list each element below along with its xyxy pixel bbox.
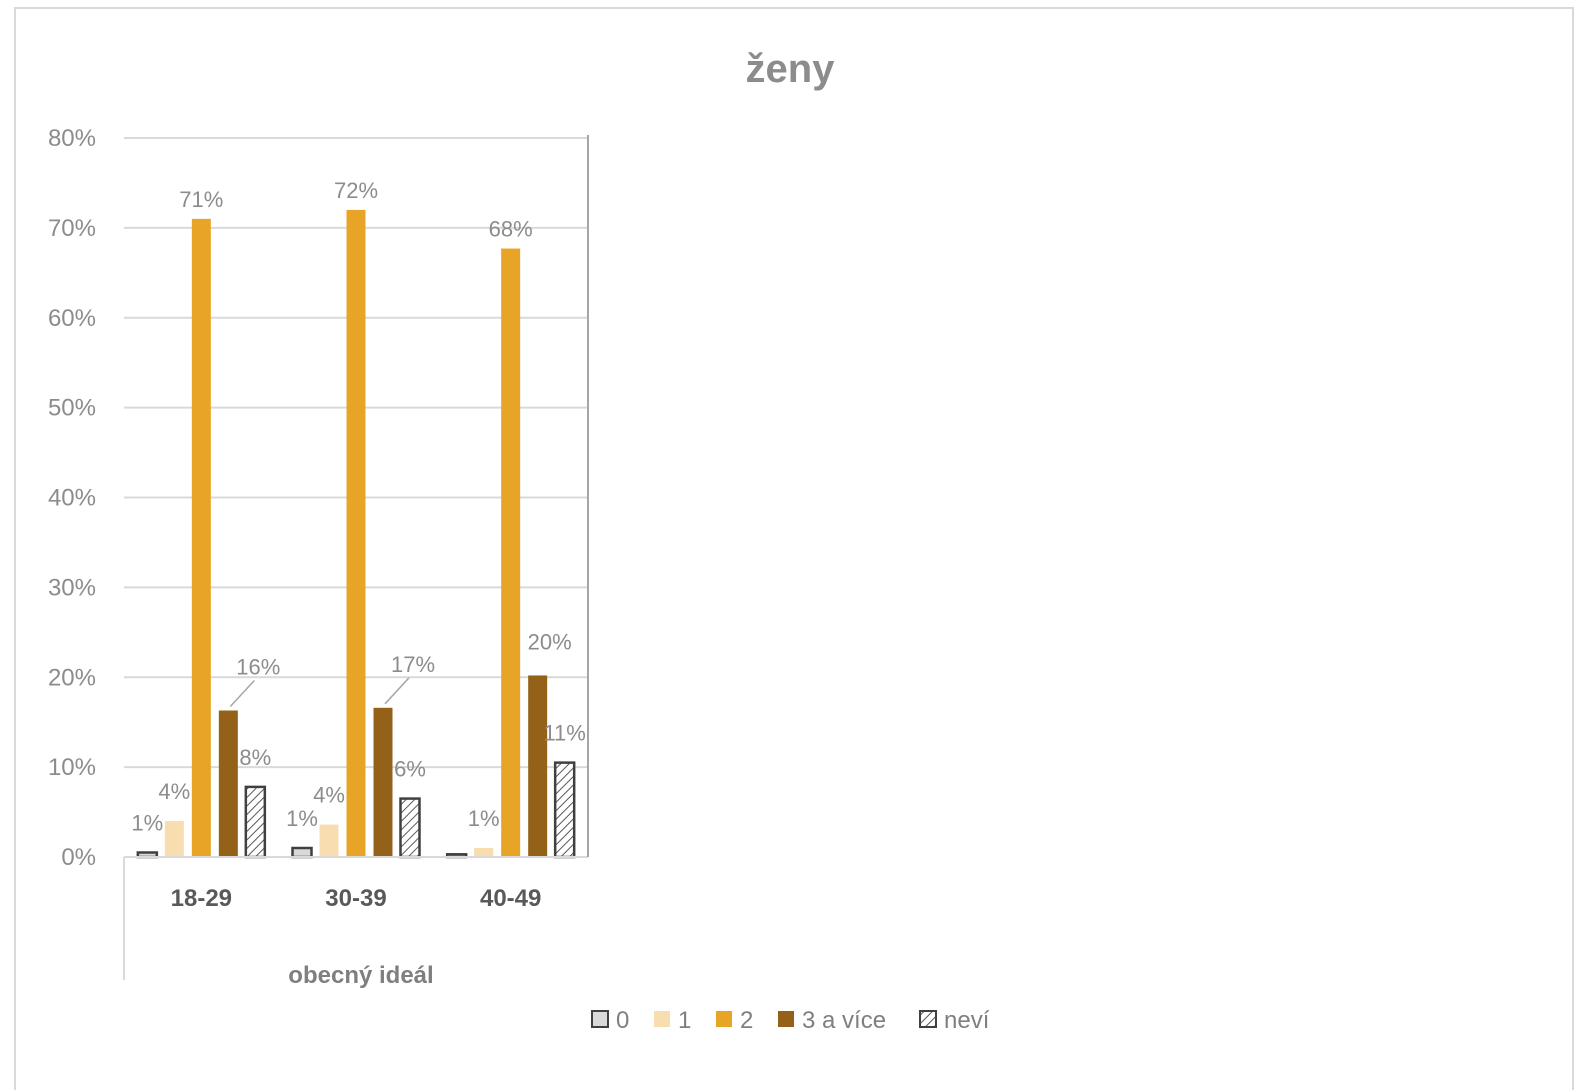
bar bbox=[218, 710, 238, 857]
data-label: 8% bbox=[239, 745, 271, 770]
data-label: 20% bbox=[528, 629, 572, 654]
data-labels: 1%4%71%16%8%1%4%72%17%6%1%68%20%11% bbox=[131, 178, 585, 836]
data-label: 6% bbox=[394, 757, 426, 782]
chart-title: ženy bbox=[746, 47, 836, 91]
leader-lines bbox=[229, 677, 410, 708]
x-axis bbox=[123, 135, 589, 980]
leader-line bbox=[384, 677, 410, 705]
legend-swatch bbox=[654, 1011, 670, 1027]
category-label: 18-29 bbox=[171, 885, 232, 912]
bar bbox=[399, 797, 421, 859]
bar bbox=[319, 824, 339, 857]
y-tick-label: 80% bbox=[48, 125, 96, 152]
data-label: 4% bbox=[158, 779, 190, 804]
data-label: 71% bbox=[179, 187, 223, 212]
bar bbox=[164, 821, 184, 857]
bar bbox=[528, 675, 548, 857]
category-label: 30-39 bbox=[325, 885, 386, 912]
leader-line bbox=[229, 679, 255, 708]
legend-label: 2 bbox=[740, 1007, 753, 1034]
data-label: 72% bbox=[334, 178, 378, 203]
y-tick-label: 20% bbox=[48, 664, 96, 691]
legend-swatch bbox=[919, 1010, 937, 1028]
legend-label: neví bbox=[944, 1007, 990, 1034]
legend-label: 1 bbox=[678, 1007, 691, 1034]
y-tick-label: 50% bbox=[48, 395, 96, 422]
y-tick-label: 10% bbox=[48, 754, 96, 781]
bar bbox=[373, 707, 393, 857]
data-label: 1% bbox=[468, 806, 500, 831]
x-axis-title: obecný ideál bbox=[288, 962, 433, 989]
bar bbox=[291, 846, 313, 859]
bar bbox=[553, 761, 576, 859]
y-tick-label: 70% bbox=[48, 215, 96, 242]
legend-swatch bbox=[778, 1011, 794, 1027]
data-label: 1% bbox=[131, 811, 163, 836]
category-labels: 18-29 30-39 40-49 bbox=[171, 885, 542, 912]
bar bbox=[346, 209, 366, 857]
legend-label: 0 bbox=[616, 1007, 629, 1034]
legend-swatch bbox=[591, 1010, 609, 1028]
data-label: 16% bbox=[236, 655, 280, 680]
legend-swatch bbox=[716, 1011, 732, 1027]
y-tick-label: 30% bbox=[48, 574, 96, 601]
bar bbox=[474, 848, 494, 857]
y-tick-label: 0% bbox=[61, 844, 96, 871]
bars bbox=[136, 209, 576, 859]
data-label: 1% bbox=[286, 806, 318, 831]
data-label: 17% bbox=[391, 652, 435, 677]
data-label: 4% bbox=[313, 783, 345, 808]
legend: 0 1 2 3 a více neví bbox=[591, 1007, 990, 1034]
bar bbox=[244, 785, 267, 859]
bar bbox=[191, 218, 211, 857]
y-axis-ticks: 0% 10% 20% 30% 40% 50% 60% 70% 80% bbox=[48, 125, 96, 871]
category-label: 40-49 bbox=[480, 885, 541, 912]
legend-label: 3 a více bbox=[802, 1007, 886, 1034]
y-tick-label: 60% bbox=[48, 305, 96, 332]
y-tick-label: 40% bbox=[48, 485, 96, 512]
chart-area bbox=[14, 7, 1574, 1090]
bar bbox=[501, 248, 521, 857]
data-label: 68% bbox=[489, 217, 533, 242]
data-label: 11% bbox=[543, 721, 585, 746]
